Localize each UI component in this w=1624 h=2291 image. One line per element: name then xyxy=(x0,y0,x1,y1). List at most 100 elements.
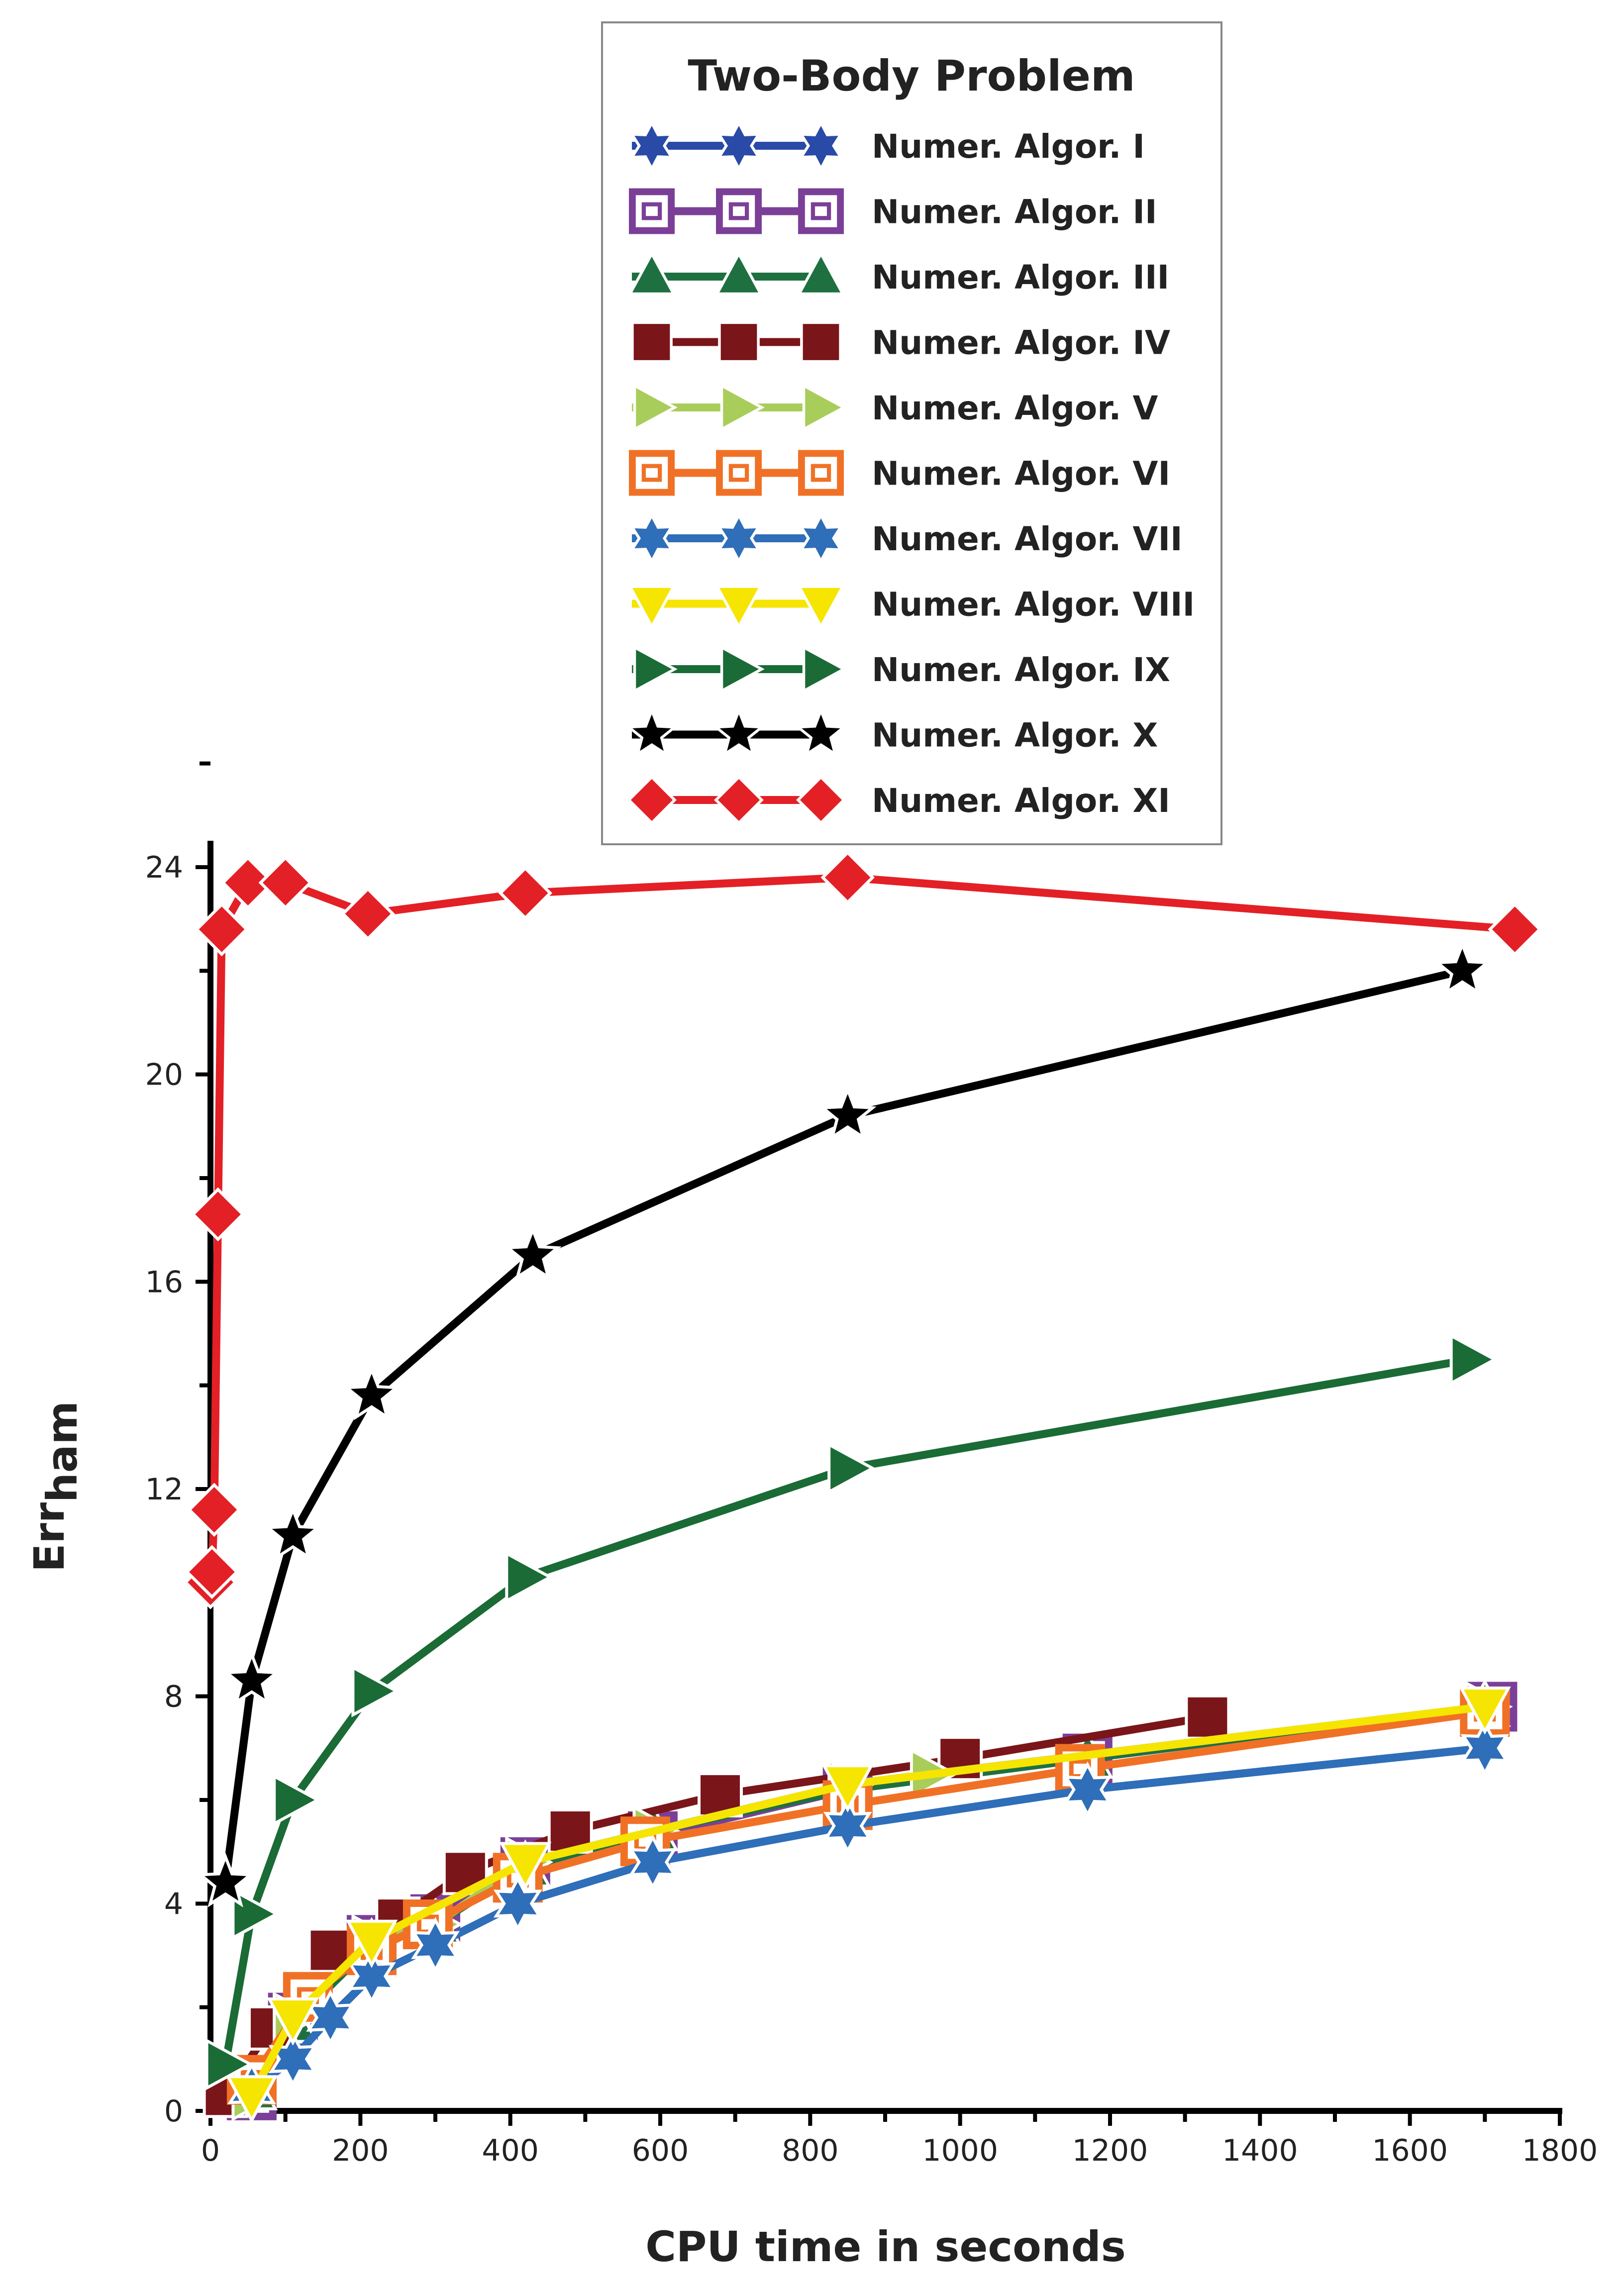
data-point xyxy=(827,1442,876,1494)
x-tick-label: 1000 xyxy=(922,2133,998,2168)
data-point xyxy=(504,1225,562,1281)
legend-label: Numer. Algor. VI xyxy=(872,455,1170,493)
data-point xyxy=(1433,940,1491,996)
legend-marker xyxy=(800,321,842,363)
data-point xyxy=(1458,1687,1511,1735)
legend-marker xyxy=(799,512,843,564)
data-point xyxy=(231,1888,280,1940)
legend-label: Numer. Algor. X xyxy=(872,716,1158,755)
series-line xyxy=(206,873,1519,1587)
x-tick-label: 1200 xyxy=(1072,2133,1148,2168)
data-point xyxy=(258,856,312,910)
legend-marker xyxy=(627,775,677,825)
legend-label: Numer. Algor. I xyxy=(872,127,1145,166)
series-layer xyxy=(183,850,1542,2124)
data-point xyxy=(264,1505,322,1561)
y-tick-label: 4 xyxy=(164,1887,183,1921)
data-point xyxy=(823,1797,872,1854)
series-line xyxy=(247,1744,1489,2094)
x-tick-label: 1800 xyxy=(1522,2133,1598,2168)
x-tick-label: 1600 xyxy=(1372,2133,1448,2168)
data-point xyxy=(195,902,249,957)
legend-marker xyxy=(797,251,845,296)
y-tick-label: 8 xyxy=(164,1680,183,1714)
x-tick-label: 0 xyxy=(201,2133,220,2168)
y-tick-label: 12 xyxy=(145,1472,183,1507)
legend-item: Numer. Algor. X xyxy=(625,706,1158,757)
legend-marker xyxy=(718,321,760,363)
x-tick-label: 200 xyxy=(332,2133,389,2168)
data-point xyxy=(223,1650,281,1705)
data-point xyxy=(267,1997,319,2046)
legend-marker xyxy=(794,706,848,757)
data-point xyxy=(273,1774,321,1826)
y-tick-label: 20 xyxy=(145,1058,183,1093)
x-tick-label: 800 xyxy=(782,2133,839,2168)
legend-item: Numer. Algor. II xyxy=(629,188,1157,234)
data-point xyxy=(493,1875,542,1932)
legend-marker xyxy=(716,512,761,564)
data-point xyxy=(268,2031,317,2088)
legend-marker xyxy=(625,706,679,757)
series-9 xyxy=(205,1333,1498,2091)
legend-marker xyxy=(629,120,674,172)
legend-marker xyxy=(797,585,845,630)
legend-label: Numer. Algor. IX xyxy=(872,651,1170,689)
data-point xyxy=(187,1483,241,1537)
legend-marker xyxy=(629,512,674,564)
legend-marker xyxy=(627,585,676,630)
data-point xyxy=(818,1086,877,1141)
legend-marker xyxy=(802,645,847,694)
legend-label: Numer. Algor. III xyxy=(872,258,1169,297)
data-point xyxy=(498,866,553,920)
y-tick-label: 24 xyxy=(145,850,183,885)
legend-marker xyxy=(799,120,843,172)
legend-marker xyxy=(720,383,765,432)
legend-label: Numer. Algor. VIII xyxy=(872,586,1195,624)
legend-marker xyxy=(714,775,764,825)
data-point xyxy=(197,1852,254,1907)
data-point xyxy=(1185,1694,1230,1740)
data-point xyxy=(225,2075,278,2124)
legend-label: Numer. Algor. XI xyxy=(872,782,1170,820)
y-axis-title-subscript: ham xyxy=(38,1401,87,1502)
x-tick-label: 1400 xyxy=(1222,2133,1298,2168)
legend-marker xyxy=(712,706,766,757)
legend-item: Numer. Algor. IV xyxy=(631,321,1170,363)
y-tick-label: 0 xyxy=(164,2094,183,2129)
data-point xyxy=(499,1842,552,1891)
legend-label: Numer. Algor. VII xyxy=(872,520,1183,558)
legend-marker xyxy=(716,120,761,172)
legend-marker xyxy=(798,188,844,234)
y-tick-label: 16 xyxy=(145,1265,183,1299)
data-point xyxy=(341,887,395,941)
legend-item: Numer. Algor. VII xyxy=(629,512,1183,564)
series-10 xyxy=(197,940,1491,1907)
legend-title: Two-Body Problem xyxy=(688,51,1135,101)
data-point xyxy=(221,856,275,910)
data-point xyxy=(191,1187,245,1242)
data-point xyxy=(821,1764,874,1813)
data-point xyxy=(1488,902,1542,957)
data-point xyxy=(411,1917,460,1974)
series-8 xyxy=(225,1687,1511,2124)
legend-label: Numer. Algor. II xyxy=(872,193,1157,231)
x-axis-title: CPU time in seconds xyxy=(645,2222,1126,2271)
legend-marker xyxy=(796,775,846,825)
series-11 xyxy=(183,850,1542,1609)
data-point xyxy=(185,1545,239,1599)
legend-item: Numer. Algor. III xyxy=(627,251,1169,297)
legend-item: Numer. Algor. IX xyxy=(632,645,1170,694)
legend-marker xyxy=(716,188,762,234)
data-point xyxy=(628,1834,677,1891)
data-point xyxy=(343,1365,401,1420)
axes: 0 4 8 12 16 20 24 0 200 400 600 800 1000 1200 1400 1600… xyxy=(25,761,1598,2271)
x-tick-label: 400 xyxy=(482,2133,539,2168)
legend-item: Numer. Algor. V xyxy=(632,383,1158,432)
legend-marker xyxy=(798,450,844,496)
legend-label: Numer. Algor. IV xyxy=(872,324,1170,362)
data-point xyxy=(505,1551,554,1603)
legend-marker xyxy=(633,645,678,694)
